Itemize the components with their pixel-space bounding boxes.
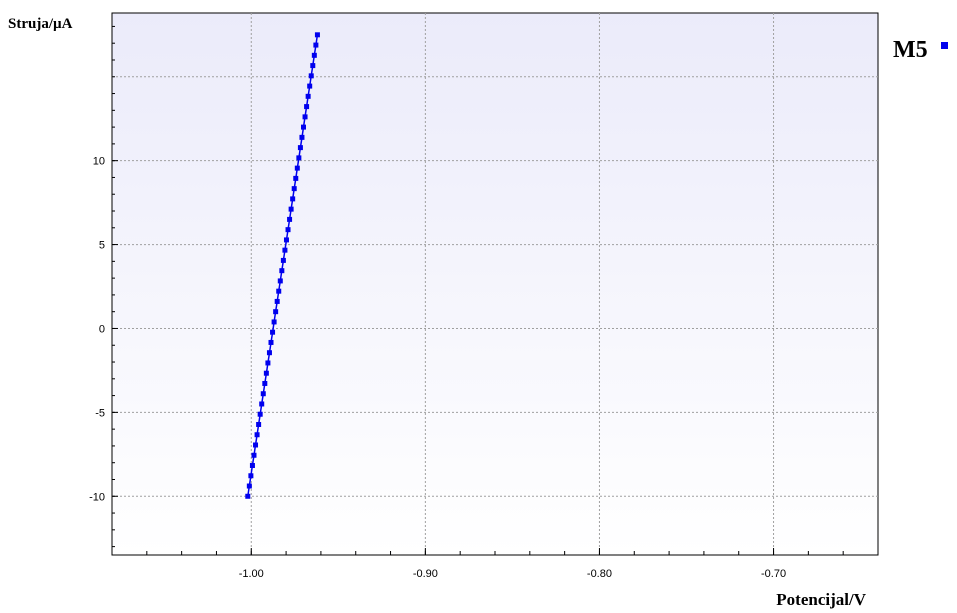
- series-layer: [245, 32, 320, 499]
- data-point-23: [280, 257, 286, 263]
- data-point-15: [268, 339, 274, 345]
- y-axis-label: Struja/µA: [8, 16, 73, 32]
- data-point-40: [307, 83, 313, 89]
- data-point-16: [270, 329, 276, 335]
- data-point-9: [259, 401, 265, 407]
- data-point-34: [297, 145, 303, 151]
- data-point-21: [277, 278, 283, 284]
- data-point-12: [263, 370, 269, 376]
- data-point-19: [274, 298, 280, 304]
- data-point-26: [285, 227, 291, 233]
- data-point-27: [287, 216, 293, 222]
- data-point-5: [253, 442, 259, 448]
- legend: M5: [893, 37, 948, 63]
- axes: -1.00 -0.90 -0.80 -0.70 -10 -5 0 5 10: [89, 25, 879, 580]
- y-tick-label-0: -10: [89, 491, 105, 503]
- data-point-2: [248, 473, 254, 479]
- x-tick-label-2: -0.80: [587, 568, 612, 580]
- data-point-32: [294, 165, 300, 171]
- data-point-7: [256, 421, 262, 427]
- data-point-22: [279, 268, 285, 274]
- data-point-28: [288, 206, 294, 212]
- x-tick-label-1: -0.90: [413, 568, 438, 580]
- data-point-10: [260, 391, 266, 397]
- data-point-17: [271, 319, 277, 325]
- data-point-14: [266, 350, 272, 356]
- data-point-31: [293, 175, 299, 181]
- data-point-18: [273, 309, 279, 315]
- y-tick-label-3: 5: [99, 240, 105, 252]
- data-point-36: [301, 124, 306, 130]
- data-point-30: [291, 186, 297, 192]
- data-point-44: [313, 42, 319, 48]
- y-tick-label-4: 10: [93, 156, 105, 168]
- data-point-39: [305, 93, 311, 99]
- data-point-25: [283, 237, 289, 243]
- series-line-0: [247, 34, 319, 497]
- data-point-13: [265, 360, 271, 366]
- data-point-11: [262, 380, 268, 386]
- x-axis-label: Potencijal/V: [776, 590, 866, 609]
- data-point-38: [304, 104, 310, 110]
- data-point-4: [251, 452, 257, 458]
- data-point-37: [302, 114, 308, 120]
- data-point-29: [290, 196, 296, 202]
- legend-marker-m5: [941, 42, 948, 49]
- data-point-42: [310, 63, 316, 69]
- data-point-8: [257, 411, 263, 417]
- data-point-20: [276, 288, 282, 294]
- y-tick-label-2: 0: [99, 323, 105, 335]
- data-point-45: [314, 32, 320, 38]
- x-tick-label-0: -1.00: [239, 568, 264, 580]
- data-point-6: [254, 432, 260, 438]
- y-tick-label-1: -5: [95, 407, 105, 419]
- data-point-1: [246, 483, 252, 489]
- data-point-35: [299, 134, 305, 140]
- legend-label-m5: M5: [893, 37, 928, 63]
- x-tick-label-3: -0.70: [761, 568, 786, 580]
- data-point-0: [245, 493, 251, 499]
- data-point-33: [296, 155, 302, 161]
- data-point-24: [282, 247, 288, 253]
- plot-area: [111, 12, 879, 556]
- data-point-41: [308, 73, 314, 79]
- data-point-3: [249, 463, 255, 469]
- data-point-43: [311, 52, 317, 58]
